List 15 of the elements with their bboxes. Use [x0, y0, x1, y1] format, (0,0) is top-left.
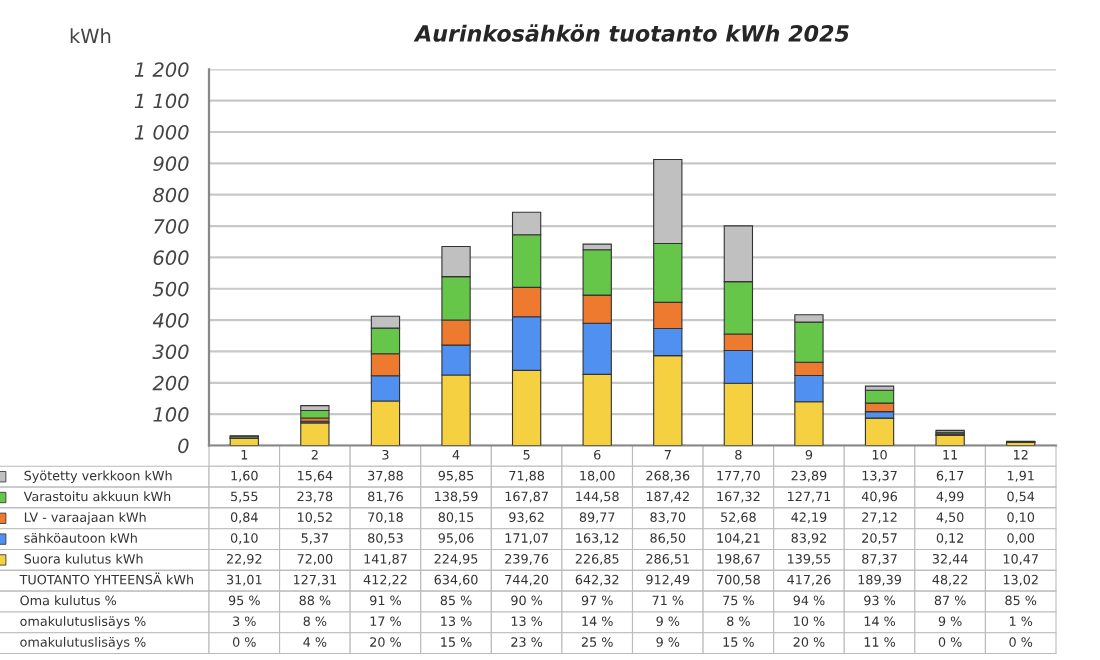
y-tick-label: 1 000: [134, 124, 189, 140]
y-tick-label: 800: [153, 187, 189, 203]
y-tick-label: 100: [153, 407, 189, 422]
y-tick-label: 700: [154, 219, 189, 234]
y-tick-label: 1 200: [134, 62, 189, 77]
y-axis-title: kWh: [70, 28, 111, 43]
y-tick-label: 900: [153, 156, 189, 172]
y-tick-label: 300: [152, 344, 189, 360]
y-tick-label: 600: [153, 250, 189, 266]
y-tick-label: 200: [152, 375, 189, 391]
y-tick-label: 400: [152, 313, 189, 328]
y-tick-label: 500: [152, 281, 189, 297]
chart-title: Aurinkosähkön tuotanto kWh 2025: [413, 24, 849, 42]
y-tick-label: 0: [178, 438, 189, 454]
y-tick-label: 1 100: [134, 93, 189, 109]
